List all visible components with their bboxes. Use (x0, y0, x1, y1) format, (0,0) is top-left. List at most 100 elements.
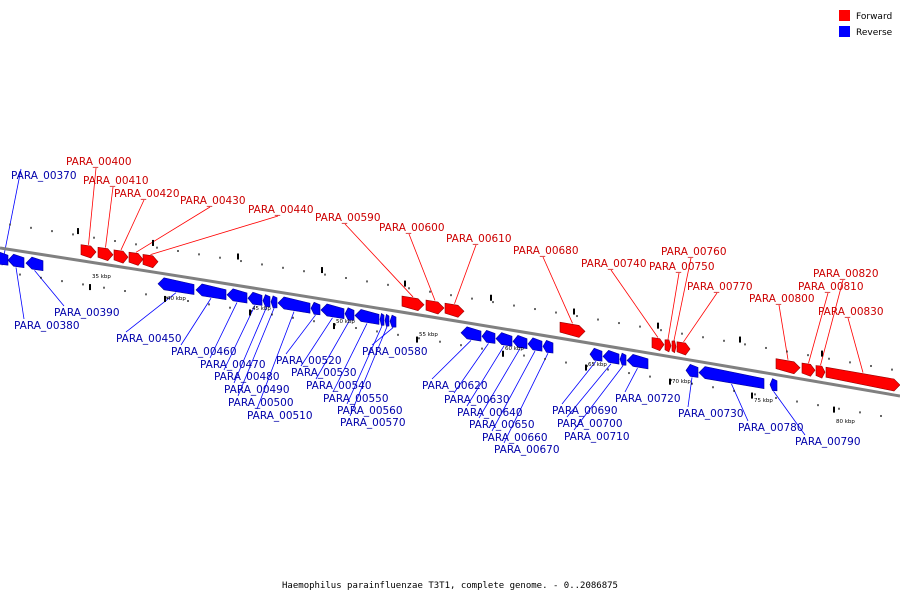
gene-para-00600[interactable] (425, 299, 445, 315)
gene-para-00450[interactable] (157, 277, 195, 295)
gene-label-para-00380[interactable]: PARA_00380 (14, 320, 80, 332)
gene-para-00690[interactable] (589, 347, 603, 362)
gene-label-para-00460[interactable]: PARA_00460 (171, 346, 237, 358)
gene-para-00530[interactable] (320, 303, 345, 320)
gene-label-para-00550[interactable]: PARA_00550 (323, 393, 389, 405)
gene-para-00650[interactable] (512, 335, 528, 350)
gene-label-para-00480[interactable]: PARA_00480 (214, 371, 280, 383)
gene-para-00740[interactable] (651, 337, 665, 351)
scale-label: 40 kbp (167, 296, 186, 302)
gene-para-00440[interactable] (142, 254, 159, 269)
gene-para-00810[interactable] (801, 362, 816, 377)
gene-label-para-00510[interactable]: PARA_00510 (247, 410, 313, 422)
gene-label-para-00540[interactable]: PARA_00540 (306, 380, 372, 392)
gene-label-para-00410[interactable]: PARA_00410 (83, 175, 149, 187)
gene-para-00720[interactable] (626, 354, 649, 370)
gene-label-para-00650[interactable]: PARA_00650 (469, 419, 535, 431)
gene-para-00550[interactable] (354, 309, 380, 325)
gene-para-00400[interactable] (80, 244, 97, 259)
gene-para-00410[interactable] (97, 246, 114, 262)
gene-label-para-00400[interactable]: PARA_00400 (66, 156, 132, 168)
gene-label-para-00740[interactable]: PARA_00740 (581, 258, 647, 270)
gene-label-para-00730[interactable]: PARA_00730 (678, 408, 744, 420)
gene-label-para-00420[interactable]: PARA_00420 (114, 188, 180, 200)
gene-label-para-00760[interactable]: PARA_00760 (661, 246, 727, 258)
gene-para-00640[interactable] (495, 332, 513, 347)
gene-para-00480[interactable] (247, 291, 263, 306)
gene-label-para-00490[interactable]: PARA_00490 (224, 384, 290, 396)
gene-label-para-00810[interactable]: PARA_00810 (798, 281, 864, 293)
gene-label-para-00690[interactable]: PARA_00690 (552, 405, 618, 417)
gene-para-00700[interactable] (602, 350, 620, 365)
gene-para-00760[interactable] (671, 340, 677, 354)
gene-label-para-00620[interactable]: PARA_00620 (422, 380, 488, 392)
gene-para-00540[interactable] (344, 307, 355, 321)
gene-para-00500[interactable] (270, 295, 278, 309)
gene-label-para-00820[interactable]: PARA_00820 (813, 268, 879, 280)
gene-label-para-00590[interactable]: PARA_00590 (315, 212, 381, 224)
gene-para-00800[interactable] (775, 358, 801, 375)
gene-label-para-00640[interactable]: PARA_00640 (457, 407, 523, 419)
gene-para-00460[interactable] (195, 283, 227, 301)
gene-label-para-00790[interactable]: PARA_00790 (795, 436, 861, 448)
gene-label-para-00430[interactable]: PARA_00430 (180, 195, 246, 207)
gene-para-00520[interactable] (310, 301, 321, 316)
gene-para-00790[interactable] (769, 378, 778, 392)
leader-line (667, 272, 680, 340)
gene-para-00660[interactable] (527, 337, 543, 352)
gene-label-para-00370[interactable]: PARA_00370 (11, 170, 77, 182)
gene-label-para-00470[interactable]: PARA_00470 (200, 359, 266, 371)
gene-label-para-00770[interactable]: PARA_00770 (687, 281, 753, 293)
gene-para-00820[interactable] (815, 365, 826, 379)
gene-label-para-00610[interactable]: PARA_00610 (446, 233, 512, 245)
gene-para-00680[interactable] (559, 321, 586, 338)
gene-label-para-00530[interactable]: PARA_00530 (291, 367, 357, 379)
gene-label-para-00780[interactable]: PARA_00780 (738, 422, 804, 434)
gene-label-para-00520[interactable]: PARA_00520 (276, 355, 342, 367)
gene-para-00590[interactable] (401, 295, 425, 312)
gene-para-00750[interactable] (664, 339, 672, 353)
gene-para-00620[interactable] (460, 326, 482, 342)
gene-label-para-00630[interactable]: PARA_00630 (444, 394, 510, 406)
gene-para-00430[interactable] (128, 251, 144, 266)
gene-label-para-00440[interactable]: PARA_00440 (248, 204, 314, 216)
gene-label-para-00560[interactable]: PARA_00560 (337, 405, 403, 417)
gene-label-para-00800[interactable]: PARA_00800 (749, 293, 815, 305)
gene-para-00370[interactable] (0, 252, 9, 266)
leader-line (315, 320, 350, 380)
gene-para-00470[interactable] (226, 288, 248, 304)
gene-para-00780[interactable] (698, 366, 765, 389)
gene-label-para-00580[interactable]: PARA_00580 (362, 346, 428, 358)
gene-label-para-00500[interactable]: PARA_00500 (228, 397, 294, 409)
gene-para-00770[interactable] (676, 341, 691, 356)
gene-label-para-00660[interactable]: PARA_00660 (482, 432, 548, 444)
gene-para-00730[interactable] (685, 364, 699, 378)
gene-label-para-00670[interactable]: PARA_00670 (494, 444, 560, 456)
gene-label-para-00570[interactable]: PARA_00570 (340, 417, 406, 429)
gene-label-para-00750[interactable]: PARA_00750 (649, 261, 715, 273)
gene-para-00580[interactable] (389, 314, 397, 328)
gene-para-00510[interactable] (277, 296, 311, 314)
gene-para-00380[interactable] (7, 253, 25, 269)
gene-label-para-00450[interactable]: PARA_00450 (116, 333, 182, 345)
gene-label-para-00390[interactable]: PARA_00390 (54, 307, 120, 319)
leader-line (105, 186, 114, 248)
gene-label-para-00680[interactable]: PARA_00680 (513, 245, 579, 257)
gene-para-00570[interactable] (384, 313, 390, 327)
gene-para-00670[interactable] (542, 340, 554, 354)
gene-para-00710[interactable] (619, 352, 627, 366)
gene-para-00630[interactable] (481, 329, 496, 344)
gene-para-00830[interactable] (825, 366, 900, 392)
gene-para-00490[interactable] (262, 294, 271, 308)
gene-label-para-00710[interactable]: PARA_00710 (564, 431, 630, 443)
gene-label-para-00600[interactable]: PARA_00600 (379, 222, 445, 234)
gene-label-para-00830[interactable]: PARA_00830 (818, 306, 884, 318)
gene-label-para-00700[interactable]: PARA_00700 (557, 418, 623, 430)
gene-label-para-00720[interactable]: PARA_00720 (615, 393, 681, 405)
legend-swatch-forward (839, 10, 850, 21)
leader-line (332, 323, 368, 393)
gene-para-00390[interactable] (25, 256, 44, 272)
gene-para-00610[interactable] (444, 302, 465, 318)
gene-para-00420[interactable] (113, 249, 129, 264)
gene-para-00560[interactable] (379, 313, 385, 326)
